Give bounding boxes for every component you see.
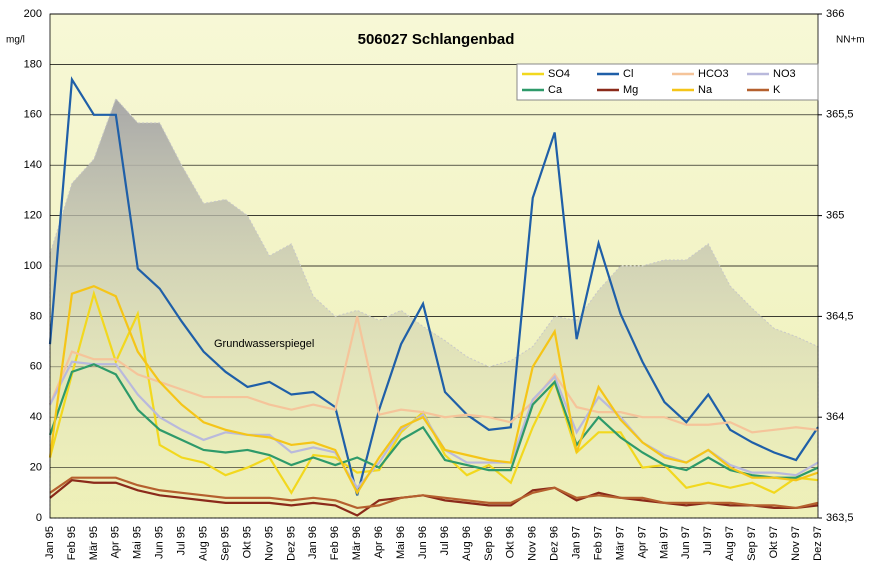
x-tick-label: Okt 95 <box>241 526 253 558</box>
line <box>48 76 819 496</box>
x-tick-label: Feb 95 <box>66 526 78 560</box>
y-axis-label: mg/l <box>6 35 25 46</box>
x-tick-label: Apr 97 <box>636 526 648 558</box>
x-tick-label: Sep 97 <box>746 526 758 561</box>
x-tick-label: Okt 97 <box>768 526 780 558</box>
x-tick-label: Apr 95 <box>110 526 122 558</box>
y-tick-label: 180 <box>24 58 42 70</box>
x-tick-label: Sep 96 <box>483 526 495 561</box>
y2-axis-label: NN+m <box>836 35 865 46</box>
y2-tick-label: 364 <box>826 411 844 423</box>
legend-label: Na <box>698 84 713 96</box>
y-tick-label: 200 <box>24 8 42 20</box>
x-tick-label: Aug 95 <box>198 526 210 561</box>
axis-frame <box>49 13 819 519</box>
x-tick-label: Aug 96 <box>461 526 473 561</box>
x-tick-label: Jul 96 <box>439 526 451 555</box>
line <box>49 479 819 517</box>
y2-tick-label: 366 <box>826 8 844 20</box>
x-tick-label: Jun 96 <box>417 526 429 559</box>
x-tick-label: Sep 95 <box>219 526 231 561</box>
legend-box <box>516 63 819 101</box>
y-tick-label: 60 <box>30 361 42 373</box>
x-tick-label: Dez 96 <box>549 526 561 561</box>
line <box>48 284 819 496</box>
x-tick-label: Jan 97 <box>571 526 583 559</box>
x-tick-label: Mär 97 <box>614 526 626 560</box>
x-tick-label: Nov 96 <box>527 526 539 561</box>
x-tick-label: Aug 97 <box>724 526 736 561</box>
legend-label: HCO3 <box>698 68 729 80</box>
x-tick-label: Nov 97 <box>790 526 802 561</box>
x-tick-label: Mai 95 <box>132 526 144 559</box>
x-tick-label: Jul 95 <box>176 526 188 555</box>
y-tick-label: 80 <box>30 310 42 322</box>
x-tick-label: Mai 96 <box>395 526 407 559</box>
legend-label: K <box>773 84 781 96</box>
y-tick-label: 140 <box>24 159 42 171</box>
line <box>48 363 819 479</box>
y-tick-label: 160 <box>24 109 42 121</box>
x-tick-label: Jun 95 <box>154 526 166 559</box>
x-tick-label: Jan 95 <box>44 526 56 559</box>
x-tick-label: Mär 96 <box>351 526 363 560</box>
x-tick-label: Jan 96 <box>307 526 319 559</box>
area-label: Grundwasserspiegel <box>214 338 314 350</box>
y2-tick-label: 364,5 <box>826 310 854 322</box>
legend-label: SO4 <box>548 68 570 80</box>
legend-label: Mg <box>623 84 638 96</box>
x-tick-label: Apr 96 <box>373 526 385 558</box>
y2-tick-label: 365 <box>826 210 844 222</box>
x-tick-label: Dez 95 <box>285 526 297 561</box>
y-tick-label: 120 <box>24 210 42 222</box>
legend-label: Ca <box>548 84 563 96</box>
legend-label: Cl <box>623 68 633 80</box>
x-tick-label: Jun 97 <box>680 526 692 559</box>
x-tick-label: Mai 97 <box>658 526 670 559</box>
x-tick-label: Mär 95 <box>88 526 100 560</box>
legend-label: NO3 <box>773 68 796 80</box>
y2-tick-label: 365,5 <box>826 109 854 121</box>
chart-title: 506027 Schlangenbad <box>358 31 515 48</box>
line <box>49 476 819 510</box>
x-tick-label: Feb 96 <box>329 526 341 560</box>
y-tick-label: 20 <box>30 462 42 474</box>
y-tick-label: 100 <box>24 260 42 272</box>
line <box>48 316 819 434</box>
y2-tick-label: 363,5 <box>826 512 854 524</box>
y-tick-label: 0 <box>36 512 42 524</box>
x-tick-label: Jul 97 <box>702 526 714 555</box>
x-tick-label: Feb 97 <box>592 526 604 560</box>
x-tick-label: Dez 97 <box>812 526 824 561</box>
y-tick-label: 40 <box>30 411 42 423</box>
x-tick-label: Nov 95 <box>263 526 275 561</box>
x-tick-label: Okt 96 <box>505 526 517 558</box>
